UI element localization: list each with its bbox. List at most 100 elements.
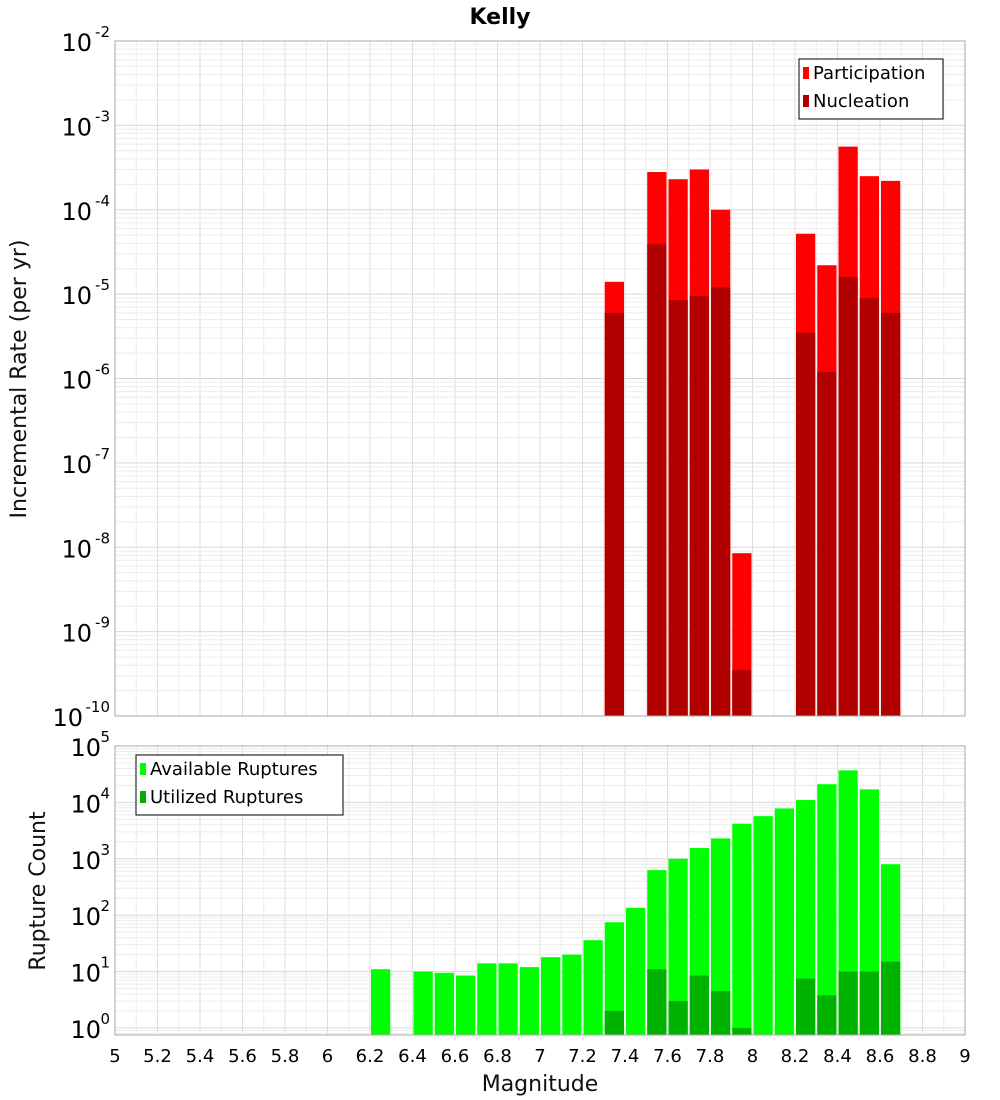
y-tick-label: 10 — [61, 282, 92, 310]
rupture-count-series2-bar — [647, 969, 667, 1035]
x-axis-ticks: 5 5.2 5.4 5.6 5.8 6 6.2 6.4 6.6 6.8 7 7.2 7.4 7.6 7.8 8… — [109, 1046, 970, 1067]
legend-label: Nucleation — [813, 91, 909, 112]
participation-nucleation-series2-bar — [732, 670, 752, 716]
legend-box — [135, 754, 344, 816]
y-tick-exponent: 5 — [100, 728, 110, 746]
y-tick-label: 10 — [61, 113, 92, 141]
y-tick-exponent: 3 — [100, 841, 110, 859]
y-tick-exponent: 1 — [100, 954, 110, 972]
y-tick-exponent: -8 — [95, 529, 110, 547]
rupture-count-series2-bar — [732, 1027, 752, 1035]
legend-label: Available Ruptures — [150, 759, 318, 780]
y-tick-label: 10 — [70, 734, 101, 762]
y-tick-label: 10 — [70, 960, 101, 988]
y-tick-label: 10 — [52, 704, 83, 732]
x-tick-label: 8.6 — [866, 1046, 895, 1067]
x-tick-label: 5.4 — [186, 1046, 215, 1067]
y-tick-exponent: -5 — [95, 276, 110, 294]
bottom-y-axis-title: Rupture Count — [26, 811, 51, 971]
x-tick-label: 7.4 — [611, 1046, 640, 1067]
legend-box — [798, 58, 944, 120]
participation-nucleation-series2-bar — [647, 244, 667, 717]
bottom-legend: Available Ruptures Utilized Ruptures — [135, 754, 344, 816]
rupture-count-series1-bar — [838, 770, 858, 1035]
x-tick-label: 8 — [747, 1046, 758, 1067]
y-tick-label: 10 — [61, 29, 92, 57]
y-tick-exponent: -9 — [95, 614, 110, 632]
legend-swatch — [140, 791, 146, 803]
rupture-count-series2-bar — [817, 995, 837, 1035]
x-tick-label: 6.8 — [483, 1046, 512, 1067]
rupture-count-series1-bar — [371, 969, 391, 1035]
legend-swatch — [140, 763, 146, 775]
rupture-count-series1-bar — [583, 940, 603, 1035]
x-tick-label: 5.2 — [143, 1046, 172, 1067]
legend-swatch — [803, 95, 809, 107]
rupture-count-series2-bar — [604, 1010, 624, 1035]
rupture-count-series2-bar — [668, 1001, 688, 1035]
top-plot-frame — [114, 40, 966, 717]
y-tick-label: 10 — [70, 903, 101, 931]
bottom-plot-bars — [371, 770, 901, 1035]
x-tick-label: 7 — [534, 1046, 545, 1067]
participation-nucleation-series2-bar — [604, 312, 624, 716]
rupture-count-series2-bar — [689, 975, 709, 1035]
participation-nucleation-series2-bar — [796, 332, 816, 716]
x-tick-label: 5 — [109, 1046, 120, 1067]
rupture-count-series2-bar — [711, 991, 731, 1035]
y-tick-label: 10 — [61, 620, 92, 648]
rupture-count-series2-bar — [838, 971, 858, 1035]
y-tick-label: 10 — [70, 847, 101, 875]
x-tick-label: 7.8 — [696, 1046, 725, 1067]
rupture-count-series1-bar — [711, 838, 731, 1035]
y-tick-label: 10 — [70, 1016, 101, 1044]
top-legend: Participation Nucleation — [798, 58, 944, 120]
y-tick-exponent: 4 — [100, 784, 110, 802]
top-y-axis-ticks: 10-210-310-410-510-610-710-810-910-10 — [52, 23, 110, 732]
rupture-count-series1-bar — [456, 975, 476, 1035]
rupture-count-series1-bar — [498, 963, 518, 1035]
x-tick-label: 6.6 — [441, 1046, 470, 1067]
x-tick-label: 5.8 — [271, 1046, 300, 1067]
top-plot-grid — [114, 41, 966, 717]
x-tick-label: 9 — [959, 1046, 970, 1067]
y-tick-exponent: -6 — [95, 361, 110, 379]
top-plot-bars — [604, 146, 901, 717]
rupture-count-series1-bar — [817, 784, 837, 1035]
top-y-axis-title: Incremental Rate (per yr) — [7, 240, 32, 519]
x-tick-label: 5.6 — [228, 1046, 257, 1067]
participation-nucleation-series2-bar — [668, 300, 688, 716]
y-tick-exponent: 2 — [100, 897, 110, 915]
y-tick-label: 10 — [61, 198, 92, 226]
x-tick-label: 7.6 — [653, 1046, 682, 1067]
y-tick-exponent: -3 — [95, 107, 110, 125]
y-tick-label: 10 — [61, 535, 92, 563]
y-tick-exponent: -10 — [86, 698, 111, 716]
rupture-count-series2-bar — [859, 971, 879, 1035]
x-tick-label: 8.4 — [823, 1046, 852, 1067]
y-tick-exponent: 0 — [100, 1010, 110, 1028]
y-tick-exponent: -4 — [95, 192, 110, 210]
participation-nucleation-series2-bar — [711, 287, 731, 716]
legend-label: Utilized Ruptures — [150, 787, 303, 808]
x-tick-label: 6.4 — [398, 1046, 427, 1067]
participation-nucleation-series2-bar — [838, 276, 858, 716]
chart-title: Kelly — [469, 5, 530, 30]
x-axis-title: Magnitude — [482, 1072, 599, 1097]
legend-swatch — [803, 67, 809, 79]
rupture-count-series1-bar — [668, 858, 688, 1035]
rupture-count-series1-bar — [732, 823, 752, 1035]
x-tick-label: 6 — [322, 1046, 333, 1067]
y-tick-label: 10 — [61, 451, 92, 479]
rupture-count-series1-bar — [434, 972, 454, 1035]
x-tick-label: 6.2 — [356, 1046, 385, 1067]
legend-label: Participation — [813, 63, 925, 84]
bottom-plot-frame — [114, 745, 966, 1036]
participation-nucleation-series2-bar — [689, 296, 709, 716]
rupture-count-series1-bar — [604, 922, 624, 1035]
rupture-count-series1-bar — [626, 907, 646, 1035]
rupture-count-series1-bar — [562, 954, 582, 1035]
rupture-count-series2-bar — [881, 961, 901, 1035]
